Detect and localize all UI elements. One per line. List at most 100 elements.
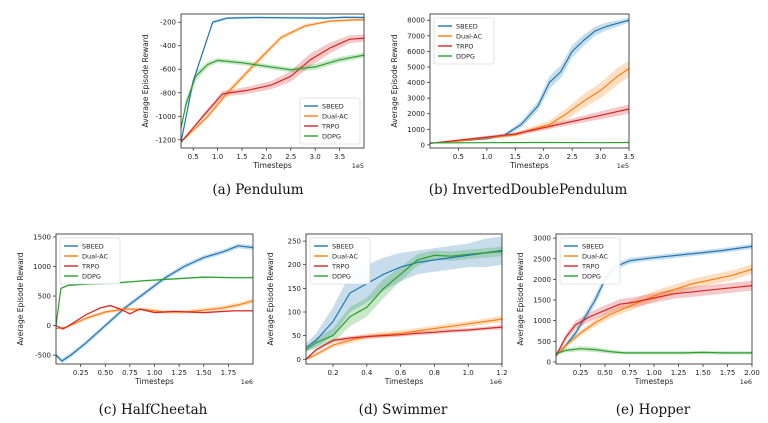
- band-dual-ac: [556, 264, 752, 357]
- y-tick-label: 1000: [33, 263, 51, 271]
- x-tick-label: 0.6: [395, 369, 407, 377]
- y-axis-label: Average Episode Reward: [390, 34, 399, 127]
- axes-frame: [180, 13, 365, 149]
- legend-label-ddpg: DDPG: [322, 132, 341, 140]
- x-tick-label: 2.00: [744, 369, 760, 377]
- legend-label-trpo: TRPO: [81, 262, 100, 270]
- legend-label-dual-ac: Dual-AC: [322, 112, 348, 120]
- legend: SBEED Dual-AC TRPO DDPG: [59, 237, 121, 285]
- x-axis-label: Timesteps: [252, 161, 292, 170]
- y-tick-label: -400: [160, 42, 176, 50]
- x-tick-label: 0.25: [73, 369, 89, 377]
- x-tick-label: 0.50: [597, 369, 613, 377]
- y-tick-label: 5000: [407, 63, 425, 71]
- y-tick-label: 0: [547, 358, 551, 366]
- panel-caption: (a) Pendulum: [212, 182, 303, 198]
- line-dual-ac: [306, 318, 502, 360]
- x-tick-label: 1.25: [171, 369, 187, 377]
- line-ddpg: [181, 54, 364, 129]
- line-trpo: [430, 108, 629, 144]
- x-scale-label: 1e6: [740, 378, 752, 386]
- panel-caption: (e) Hopper: [616, 402, 691, 418]
- chart-4: 0.25 0.50 0.75 1.00 1.25 1.50 1.75 2.00 0 500 1000…: [516, 233, 760, 418]
- legend-label-trpo: TRPO: [581, 262, 600, 270]
- y-tick-label: 2500: [533, 255, 551, 263]
- y-tick-label: 6000: [407, 48, 425, 56]
- legend-label-trpo: TRPO: [321, 122, 340, 130]
- x-tick-label: 1.75: [221, 369, 237, 377]
- chart-1: 0.5 1.0 1.5 2.0 2.5 3.0 3.5 0 1000 2000 3000 4000 50…: [390, 13, 635, 198]
- legend: SBEED Dual-AC TRPO DDPG: [559, 237, 621, 285]
- panel-caption: (c) HalfCheetah: [99, 402, 208, 418]
- legend-box: [299, 97, 361, 145]
- y-tick-label: 0: [47, 322, 51, 330]
- band-ddpg: [556, 346, 752, 355]
- line-sbeed: [556, 245, 752, 357]
- y-tick-label: 1500: [33, 233, 51, 241]
- legend-label-sbeed: SBEED: [322, 102, 344, 110]
- x-tick-label: 0.8: [429, 369, 440, 377]
- plot-area: [56, 243, 253, 364]
- legend-box: [559, 237, 621, 285]
- x-tick-label: 3.5: [334, 153, 345, 161]
- line-ddpg: [306, 250, 502, 351]
- line-trpo: [556, 285, 752, 356]
- x-tick-label: 1.5: [236, 153, 247, 161]
- y-tick-label: 1000: [407, 126, 425, 134]
- plot-area: [306, 236, 502, 361]
- x-scale-label: 1e5: [617, 162, 629, 170]
- y-tick-label: 2000: [533, 276, 551, 284]
- y-tick-label: -500: [35, 352, 51, 360]
- legend-label-sbeed: SBEED: [332, 242, 354, 250]
- chart-2: 0.25 0.50 0.75 1.00 1.25 1.50 1.75 -500 0 500 1000…: [16, 233, 254, 418]
- x-tick-label: 1.0: [212, 153, 223, 161]
- x-axis-label: Timesteps: [634, 377, 674, 386]
- x-tick-label: 3.0: [310, 153, 321, 161]
- line-dual-ac: [430, 68, 629, 144]
- legend: SBEED Dual-AC TRPO DDPG: [299, 97, 361, 145]
- chart-3: 0.2 0.4 0.6 0.8 1.0 1.2 0 50 100 150 200 250 Timeste…: [266, 233, 508, 418]
- x-tick-label: 2.5: [285, 153, 296, 161]
- y-axis-label: Average Episode Reward: [16, 252, 25, 345]
- band-ddpg: [306, 246, 502, 353]
- x-scale-label: 1e6: [241, 378, 253, 386]
- y-tick-label: 0: [421, 141, 425, 149]
- x-axis-label: Timesteps: [509, 161, 549, 170]
- legend-label-dual-ac: Dual-AC: [456, 32, 482, 40]
- x-tick-label: 1.0: [481, 153, 492, 161]
- x-tick-label: 1.0: [463, 369, 474, 377]
- y-axis-label: Average Episode Reward: [141, 34, 150, 127]
- legend-box: [433, 17, 495, 65]
- y-tick-label: 100: [288, 309, 301, 317]
- y-tick-label: 500: [538, 338, 551, 346]
- x-tick-label: 3.5: [623, 153, 634, 161]
- line-dual-ac: [556, 268, 752, 357]
- x-tick-label: 1.25: [671, 369, 687, 377]
- y-tick-label: 150: [288, 285, 301, 293]
- line-dual-ac: [56, 300, 253, 330]
- x-tick-label: 3.0: [595, 153, 606, 161]
- y-tick-label: 1000: [533, 317, 551, 325]
- legend-box: [59, 237, 121, 285]
- line-ddpg: [556, 348, 752, 355]
- legend-label-ddpg: DDPG: [332, 272, 351, 280]
- band-trpo: [181, 34, 364, 143]
- line-trpo: [181, 37, 364, 143]
- plot-area: [430, 17, 629, 144]
- x-tick-label: 2.5: [567, 153, 578, 161]
- legend-label-sbeed: SBEED: [582, 242, 604, 250]
- y-tick-label: 8000: [407, 17, 425, 25]
- x-tick-label: 2.0: [261, 153, 272, 161]
- legend: SBEED Dual-AC TRPO DDPG: [309, 237, 371, 285]
- band-sbeed: [306, 236, 502, 352]
- x-tick-label: 0.5: [188, 153, 199, 161]
- legend-box: [309, 237, 371, 285]
- x-tick-label: 1.00: [646, 369, 662, 377]
- x-axis-label: Timesteps: [384, 377, 424, 386]
- x-tick-label: 0.2: [327, 369, 338, 377]
- line-sbeed: [306, 249, 502, 348]
- x-tick-label: 1.75: [720, 369, 736, 377]
- y-tick-label: 2000: [407, 110, 425, 118]
- legend-label-ddpg: DDPG: [582, 272, 601, 280]
